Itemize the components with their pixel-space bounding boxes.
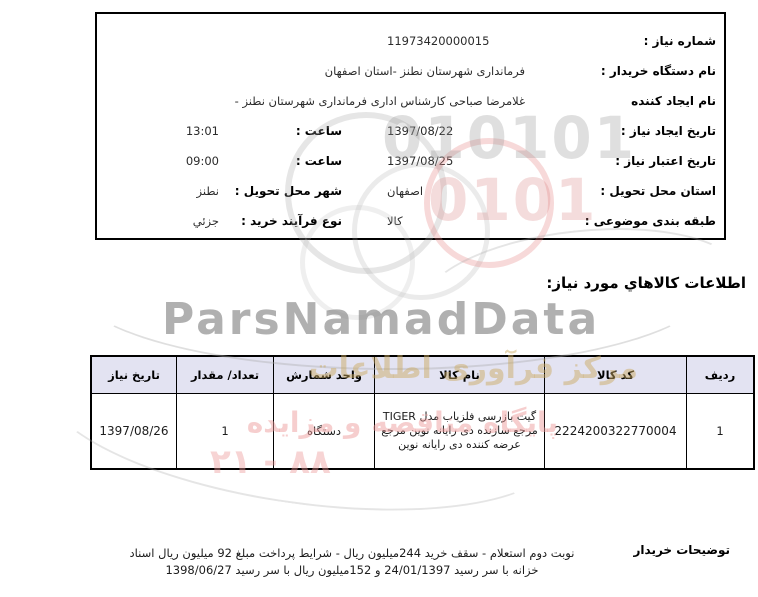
info-row: استان محل تحویل : اصفهان شهر محل تحویل : نط… [97,180,724,202]
info-row: نام دستگاه خریدار : فرمانداری شهرستان نطن… [97,60,724,82]
field-value: 11973420000015 [387,34,490,48]
field-label: ساعت : [295,154,342,168]
items-table: ردیف کد کالا نام کالا واحد شمارش تعداد/ مقدا… [90,355,755,470]
field-label: نام دستگاه خریدار : [600,64,716,78]
table-cell-row-no: 1 [686,393,755,470]
field-label: نام ایجاد کننده [631,94,716,108]
field-label: شهر محل تحویل : [234,184,342,198]
info-row: نام ایجاد کننده غلامرضا صباحی کارشناس ادا… [97,90,724,112]
table-cell-item-name: گیت بازرسی فلزیاب مدل TIGER مرجع سازنده … [374,393,545,470]
field-label: استان محل تحویل : [600,184,716,198]
table-row: 1 2224200322770004 گیت بازرسی فلزیاب مدل T… [90,393,755,470]
column-header: تعداد/ مقدار [176,355,274,394]
table-cell-need-date: 1397/08/26 [90,393,177,470]
field-value: 1397/08/22 [387,124,454,138]
watermark-brand-text: ParsNamadData [162,294,601,345]
need-info-box: شماره نیاز : 11973420000015 نام دستگاه خری… [95,12,726,240]
field-value: 09:00 [185,154,219,168]
info-row: شماره نیاز : 11973420000015 [97,30,724,52]
field-value: فرمانداری شهرستان نطنز -استان اصفهان [324,64,525,78]
field-value: 13:01 [185,124,219,138]
field-value: غلامرضا صباحی کارشناس اداری فرمانداری شه… [234,94,525,108]
table-cell-unit: دستگاه [273,393,375,470]
column-header: کد کالا [544,355,687,394]
field-label: تاریخ ایجاد نیاز : [620,124,716,138]
field-value: 1397/08/25 [387,154,454,168]
table-cell-quantity: 1 [176,393,274,470]
field-label: نوع فرآیند خرید : [241,214,342,228]
column-header: واحد شمارش [273,355,375,394]
field-label: تاریخ اعتبار نیاز : [615,154,716,168]
info-row: تاریخ اعتبار نیاز : 1397/08/25 ساعت : 09:00 [97,150,724,172]
field-label: ساعت : [295,124,342,138]
field-value: اصفهان [387,184,424,198]
field-value: کالا [387,214,403,228]
field-value: نطنز [196,184,219,198]
buyer-notes-label: توضیحات خریدار [633,543,731,557]
column-header: ردیف [686,355,755,394]
buyer-notes-line: خزانه با سر رسید 24/01/1397 و 152میلیون … [165,563,539,577]
column-header: نام کالا [374,355,545,394]
field-value: جزئي [192,214,219,228]
column-header: تاریخ نیاز [90,355,177,394]
field-label: طبقه بندی موضوعی : [584,214,716,228]
buyer-notes-text: نوبت دوم استعلام - سقف خرید 244میلیون ری… [88,545,616,579]
info-row: تاریخ ایجاد نیاز : 1397/08/22 ساعت : 13:01 [97,120,724,142]
table-cell-item-code: 2224200322770004 [544,393,687,470]
table-header-row: ردیف کد کالا نام کالا واحد شمارش تعداد/ مقدا… [90,355,755,394]
field-label: شماره نیاز : [643,34,716,48]
buyer-notes-line: نوبت دوم استعلام - سقف خرید 244میلیون ری… [129,546,575,560]
info-row: طبقه بندی موضوعی : کالا نوع فرآیند خرید : ج… [97,210,724,232]
items-section-title: اطلاعات کالاهاي مورد نیاز: [546,274,746,292]
